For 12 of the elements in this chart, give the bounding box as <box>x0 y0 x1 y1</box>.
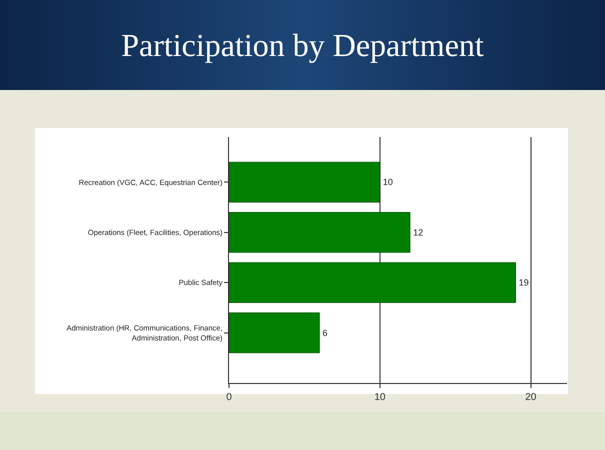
x-tick-label: 10 <box>374 392 386 403</box>
bar <box>229 162 380 203</box>
bar <box>229 212 410 253</box>
data-label: 10 <box>382 177 393 188</box>
data-label: 19 <box>518 278 529 288</box>
data-label: 12 <box>413 227 424 238</box>
bar <box>229 262 516 303</box>
x-tick-label: 20 <box>525 392 537 403</box>
chart-title: Participation by Department <box>121 27 484 64</box>
x-tick-label: 0 <box>226 392 232 403</box>
data-label: 6 <box>322 328 328 338</box>
bar <box>229 312 320 354</box>
